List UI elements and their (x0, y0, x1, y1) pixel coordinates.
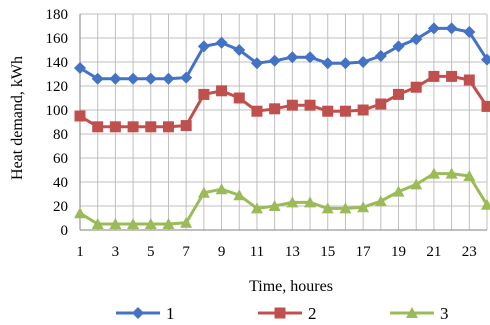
data-point-1 (145, 73, 157, 85)
data-point-2 (163, 121, 174, 132)
x-axis-title: Time, houres (249, 278, 333, 295)
legend: 1 2 3 (116, 304, 449, 323)
data-point-2 (358, 105, 369, 116)
y-tick-label: 160 (46, 31, 69, 47)
data-point-1 (375, 50, 387, 62)
data-point-1 (198, 40, 210, 52)
data-point-2 (216, 85, 227, 96)
y-tick-label: 20 (53, 199, 68, 215)
data-point-1 (162, 73, 174, 85)
data-point-2 (110, 121, 121, 132)
x-tick-label: 21 (426, 244, 441, 260)
legend-label-1: 1 (166, 304, 175, 323)
legend-label-3: 3 (440, 304, 449, 323)
x-tick-label: 13 (285, 244, 300, 260)
data-point-1 (339, 57, 351, 69)
legend-item-3: 3 (390, 304, 449, 323)
x-tick-label: 7 (182, 244, 190, 260)
data-point-1 (357, 56, 369, 68)
data-point-1 (216, 37, 228, 49)
data-point-2 (287, 100, 298, 111)
y-tick-label: 40 (53, 175, 68, 191)
series-line-1 (80, 28, 487, 78)
data-point-2 (482, 101, 490, 112)
data-point-2 (198, 89, 209, 100)
gridlines (80, 14, 487, 230)
data-point-2 (305, 100, 316, 111)
series-line-2 (80, 76, 487, 126)
data-point-2 (375, 99, 386, 110)
x-tick-label: 15 (320, 244, 335, 260)
legend-item-2: 2 (258, 304, 317, 323)
data-point-2 (411, 82, 422, 93)
x-tick-label: 23 (462, 244, 477, 260)
series-1 (74, 22, 490, 84)
data-point-3 (74, 207, 86, 218)
series-3 (74, 168, 490, 229)
data-point-2 (234, 93, 245, 104)
y-tick-label: 0 (61, 223, 69, 239)
data-point-2 (92, 121, 103, 132)
data-point-1 (180, 72, 192, 84)
data-point-2 (393, 89, 404, 100)
x-tick-label: 9 (218, 244, 226, 260)
y-axis-title: Heat demand, kWh (9, 56, 26, 180)
data-point-1 (481, 54, 490, 66)
x-tick-label: 17 (356, 244, 372, 260)
data-point-2 (464, 75, 475, 86)
x-tick-label: 1 (76, 244, 84, 260)
data-point-1 (304, 51, 316, 63)
series-line-3 (80, 174, 487, 224)
data-point-2 (251, 106, 262, 117)
y-tick-label: 180 (46, 7, 69, 23)
legend-item-1: 1 (116, 304, 175, 323)
data-point-2 (75, 111, 86, 122)
x-tick-label: 5 (147, 244, 155, 260)
data-point-1 (393, 40, 405, 52)
x-tick-label: 19 (391, 244, 406, 260)
data-point-1 (269, 55, 281, 67)
y-tick-label: 120 (46, 79, 69, 95)
data-point-2 (340, 106, 351, 117)
data-point-2 (181, 120, 192, 131)
legend-marker-1 (132, 307, 144, 319)
data-point-2 (269, 103, 280, 114)
y-tick-label: 140 (46, 55, 69, 71)
x-tick-label: 3 (112, 244, 120, 260)
legend-marker-2 (275, 308, 286, 319)
legend-label-2: 2 (308, 304, 317, 323)
data-point-1 (109, 73, 121, 85)
data-point-3 (375, 195, 387, 206)
y-tick-label: 60 (53, 151, 68, 167)
series-group (74, 22, 490, 229)
axes (80, 14, 487, 230)
y-tick-label: 100 (46, 103, 69, 119)
data-point-1 (286, 51, 298, 63)
y-tick-label: 80 (53, 127, 68, 143)
x-tick-label: 11 (250, 244, 264, 260)
data-point-1 (322, 57, 334, 69)
data-point-2 (446, 71, 457, 82)
data-point-2 (128, 121, 139, 132)
data-point-2 (428, 71, 439, 82)
data-point-3 (410, 178, 422, 189)
data-point-2 (145, 121, 156, 132)
data-point-1 (446, 22, 458, 34)
data-point-2 (322, 106, 333, 117)
data-point-1 (127, 73, 139, 85)
